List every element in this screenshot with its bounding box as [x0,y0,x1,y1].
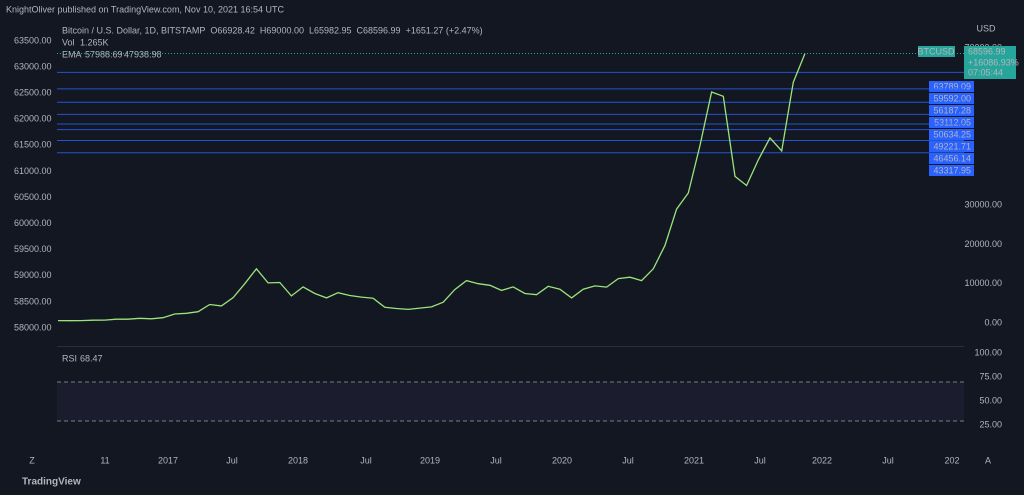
time-label: 2017 [158,455,178,465]
level-tag [929,117,974,128]
rsi-tick-label: 50.00 [979,395,1002,405]
time-label: 11 [100,455,109,465]
symbol: BTCUSD [917,46,955,56]
time-label: 2020 [552,455,572,465]
price-change: +16086.93% [968,57,1019,67]
rsi-tick-label: 100.00 [974,347,1002,357]
left-tick-label: 58000.00 [14,322,52,332]
price-tick-label: 20000.00 [964,239,1002,249]
time-label: 2021 [684,455,704,465]
level-tag [929,165,974,176]
level-label: 53112.05 [934,117,971,127]
footer-bar [0,470,1024,495]
pane-separator [57,346,964,347]
level-tag [929,129,974,140]
currency: USD [976,23,996,33]
close-line [57,53,806,322]
left-tick-label: 60000.00 [14,218,52,228]
volume-label: Vol [62,37,75,47]
time-label: 2022 [812,455,832,465]
price-tag [964,46,1016,79]
level-label: 56187.28 [933,105,971,115]
legend-item: H69000.00 [260,25,304,35]
legend-item: L65982.95 [309,25,352,35]
rsi-label: RSI [62,353,77,363]
left-tick-label: 59500.00 [14,244,52,254]
left-tick-label: 58500.00 [14,296,52,306]
legend-item: Bitcoin / U.S. Dollar, 1D, BITSTAMP [62,25,205,35]
time-label: Jul [882,455,894,465]
rsi-tick-label: 25.00 [979,419,1002,429]
time-label: Jul [490,455,502,465]
left-tick-label: 63000.00 [14,61,52,71]
legend-item: +1651.27 (+2.47%) [406,25,483,35]
level-label: 50634.25 [933,129,971,139]
time-label: 2018 [288,455,308,465]
rsi-band [57,382,964,421]
ema-slow: 47938.98 [124,49,162,59]
price: 68596.99 [968,46,1006,56]
brand: TradingView [22,477,81,488]
level-tag [929,93,974,104]
left-tick-label: 59000.00 [14,270,52,280]
price-tick-label: 0.00 [984,317,1002,327]
symbol-tag [918,46,955,57]
legend-item: O66928.42 [210,25,255,35]
level-label: 59592.00 [933,93,971,103]
rsi-value: 68.47 [80,353,103,363]
legend-item: C68596.99 [357,25,401,35]
time-label: Jul [360,455,372,465]
time-label: Jul [754,455,766,465]
level-tag [929,141,974,152]
time-label: Jul [622,455,634,465]
zoom-button[interactable]: Z [29,455,35,465]
price-tick-label: 30000.00 [964,200,1002,210]
price-tick-label: 10000.00 [964,278,1002,288]
ema-label: EMA [62,49,82,59]
left-tick-label: 61500.00 [14,140,52,150]
level-label: 46456.14 [933,153,971,163]
level-tag [929,105,974,116]
level-tag [929,153,974,164]
time-label: 202 [944,455,959,465]
left-tick-label: 63500.00 [14,35,52,45]
level-label: 63789.09 [933,81,971,91]
level-label: 43317.95 [933,165,971,175]
left-tick-label: 62500.00 [14,88,52,98]
left-tick-label: 61000.00 [14,166,52,176]
left-tick-label: 60500.00 [14,192,52,202]
auto-button[interactable]: A [985,455,991,465]
rsi-tick-label: 75.00 [979,371,1002,381]
time-label: 2019 [420,455,440,465]
volume-value: 1.265K [80,37,109,47]
countdown: 07:05:44 [968,67,1003,77]
left-tick-label: 62000.00 [14,114,52,124]
level-tag [929,81,974,92]
ema-fast: 57988.69 [85,49,123,59]
publisher: KnightOliver published on TradingView.co… [6,4,284,14]
time-label: Jul [226,455,238,465]
level-label: 49221.71 [933,141,971,151]
